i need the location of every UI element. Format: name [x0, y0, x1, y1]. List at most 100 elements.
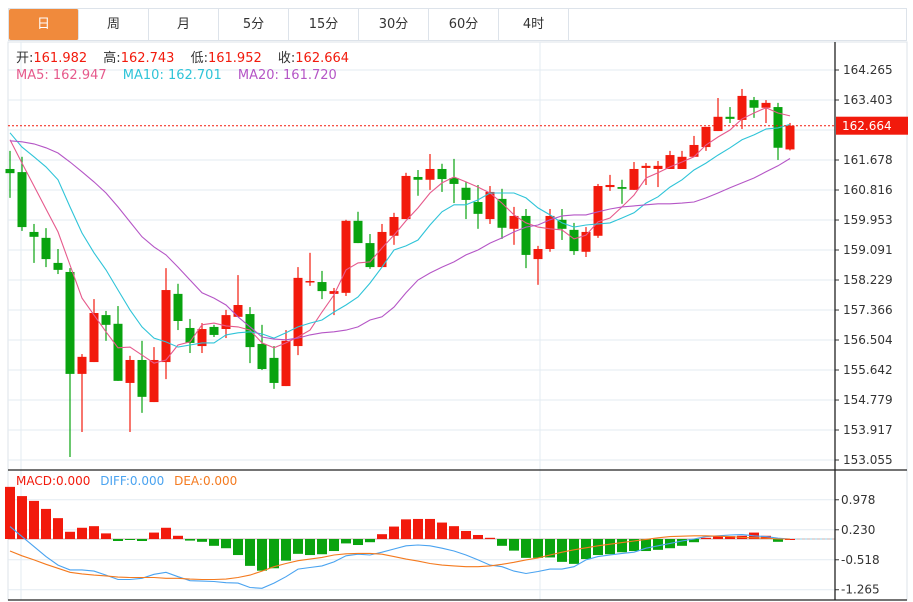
candle-body — [545, 215, 555, 249]
candle-body — [737, 95, 747, 120]
macd-bar — [209, 539, 219, 546]
candle-body — [485, 191, 495, 220]
candle-body — [305, 281, 315, 283]
candle-body — [269, 357, 279, 383]
candle-body — [365, 243, 375, 268]
candle-body — [425, 168, 435, 180]
candle-body — [281, 340, 291, 387]
macd-legend-value: MACD:0.000 — [16, 474, 91, 488]
high-value: 162.743 — [120, 51, 175, 66]
candle — [173, 283, 183, 331]
candle — [293, 267, 303, 356]
macd-tick-label: 0.978 — [841, 493, 875, 507]
macd-bar — [521, 539, 531, 558]
macd-bar — [713, 535, 723, 539]
macd-bar — [137, 539, 147, 542]
candle-body — [569, 229, 579, 252]
candle — [677, 150, 687, 169]
candle-body — [629, 168, 639, 190]
macd-bar — [113, 539, 123, 542]
ohlc-legend: 开:161.982 高:162.743 低:161.952 收:162.664 … — [16, 50, 361, 84]
candle — [401, 172, 411, 220]
tab-60min[interactable]: 60分 — [429, 9, 499, 40]
candle-body — [233, 305, 243, 317]
candle-body — [209, 326, 219, 335]
ma20-legend: MA20: 161.720 — [237, 68, 337, 83]
candle — [593, 183, 603, 238]
diff-legend-value: DIFF:0.000 — [100, 474, 165, 488]
tab-30min[interactable]: 30分 — [359, 9, 429, 40]
macd-bar — [629, 539, 639, 552]
low-value: 161.952 — [207, 51, 262, 66]
macd-bar — [437, 522, 447, 539]
macd-bar — [353, 539, 363, 546]
macd-bar — [593, 539, 603, 556]
candle — [305, 252, 315, 286]
macd-bar — [269, 539, 279, 569]
candle — [209, 324, 219, 338]
candle-body — [389, 216, 399, 236]
candle — [461, 181, 471, 220]
candle — [221, 309, 231, 339]
macd-tick-label: -1.265 — [841, 583, 880, 597]
candle — [89, 299, 99, 363]
tab-month[interactable]: 月 — [149, 9, 219, 40]
candle-body — [641, 165, 651, 168]
macd-bar — [341, 539, 351, 544]
macd-bar — [689, 539, 699, 543]
candle — [689, 135, 699, 157]
macd-tick-label: 0.230 — [841, 523, 875, 537]
high-label: 高: — [103, 51, 121, 66]
open-label: 开: — [16, 51, 34, 66]
macd-bar — [509, 539, 519, 551]
tab-day[interactable]: 日 — [9, 9, 79, 40]
tab-5min[interactable]: 5分 — [219, 9, 289, 40]
tab-week[interactable]: 周 — [79, 9, 149, 40]
price-tick-label: 159.953 — [843, 213, 893, 227]
macd-bar — [701, 537, 711, 539]
candle-body — [461, 187, 471, 200]
price-tick-label: 157.366 — [843, 303, 893, 317]
macd-bar — [581, 539, 591, 560]
candle-body — [473, 202, 483, 214]
price-tick-label: 164.265 — [843, 63, 893, 77]
candle — [761, 100, 771, 124]
macd-bar — [773, 539, 783, 542]
candle-body — [521, 215, 531, 255]
macd-bar — [29, 500, 39, 539]
candle — [437, 163, 447, 192]
candle — [53, 248, 63, 275]
moving-average-lines — [9, 107, 791, 364]
open-value: 161.982 — [33, 51, 88, 66]
candle — [725, 107, 735, 124]
macd-bar — [725, 536, 735, 539]
candle-body — [749, 100, 759, 108]
candle — [101, 310, 111, 341]
tab-15min[interactable]: 15分 — [289, 9, 359, 40]
macd-legend: MACD:0.000 DIFF:0.000 DEA:0.000 — [16, 474, 243, 488]
candle-body — [689, 144, 699, 157]
macd-bar — [653, 539, 663, 550]
candle — [737, 88, 747, 129]
candle-body — [413, 176, 423, 180]
candle — [533, 245, 543, 285]
candle-body — [65, 271, 75, 374]
candle — [653, 160, 663, 188]
candle — [545, 208, 555, 252]
macd-bar — [149, 532, 159, 539]
close-value: 162.664 — [295, 51, 350, 66]
tab-4hour[interactable]: 4时 — [499, 9, 569, 40]
candle-body — [173, 293, 183, 322]
macd-bar — [449, 526, 459, 539]
close-label: 收: — [277, 51, 296, 66]
macd-bar — [569, 539, 579, 564]
candle-body — [185, 327, 195, 343]
candle-body — [125, 359, 135, 383]
candle — [257, 324, 267, 371]
macd-bar — [257, 539, 267, 571]
macd-bar — [197, 539, 207, 542]
candle-body — [329, 291, 339, 294]
macd-bar — [233, 539, 243, 556]
candle — [449, 158, 459, 204]
